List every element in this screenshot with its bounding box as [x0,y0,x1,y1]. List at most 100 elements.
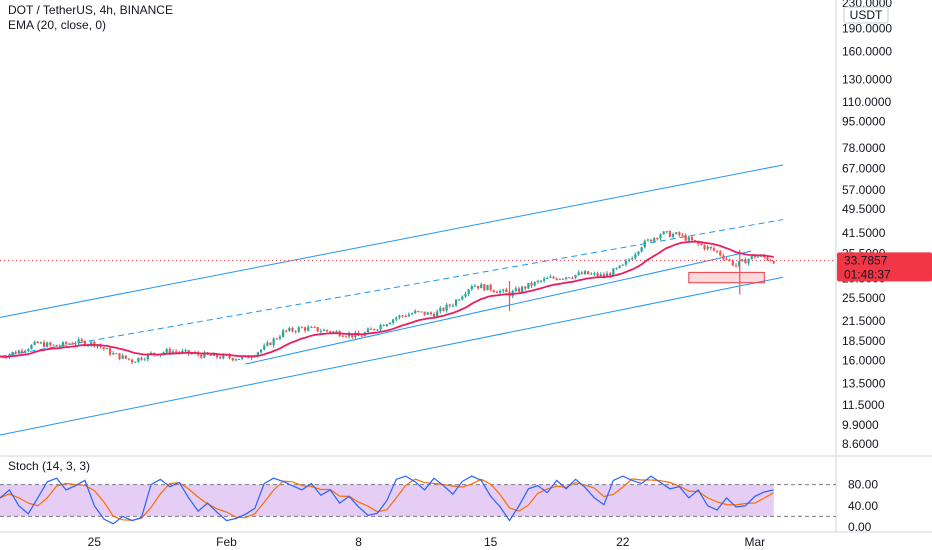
candle-body [615,268,618,270]
candle-body [46,342,49,347]
candle-body [561,278,565,280]
candle-body [351,333,354,338]
candle-body [712,248,716,251]
candle-body [14,351,17,354]
candle-body [11,351,14,355]
candle-body [209,354,212,356]
candle-body [77,339,80,344]
candle-body [297,327,300,332]
candle-body [61,342,65,347]
candle-body [316,327,319,332]
candle-body [20,350,24,353]
candle-body [448,304,451,306]
channel-line-4 [0,276,784,436]
candle-body [571,277,574,279]
candle-body [612,268,615,276]
candle-body [766,257,769,261]
candle-body [445,304,448,311]
stoch-k-line [0,475,774,525]
candle-body [379,325,382,330]
candle-body [725,258,728,260]
candle-body [609,273,612,276]
candle-body [769,260,772,262]
candle-body [533,281,536,286]
candle-body [285,330,288,332]
candle-body [653,237,656,242]
candle-body [231,358,234,361]
candle-body [30,344,33,350]
candle-body [621,264,624,266]
candle-body [373,328,376,330]
candle-body [734,265,738,267]
candle-body [671,234,675,237]
candle-body [115,353,118,355]
candle-body [322,329,326,332]
candle-body [442,307,445,311]
candle-body [332,331,335,333]
candle-body [514,288,517,292]
candle-body [275,338,278,340]
price-tick-label: 25.5000 [842,291,886,305]
price-tick-label: 110.0000 [842,95,891,109]
candle-body [543,278,546,281]
candle-body [212,353,215,356]
ema-legend: EMA (20, close, 0) [8,18,107,32]
candle-body [263,345,266,350]
candle-body [521,286,524,292]
time-tick-label: 25 [88,535,102,549]
price-tick-label: 21.5000 [842,314,886,328]
candle-body [587,271,590,275]
candle-body [237,358,241,360]
candle-body [228,355,231,359]
candle-body [388,322,392,325]
candle-body [382,325,385,327]
candle-body [140,357,143,360]
price-tick-label: 67.0000 [842,162,886,176]
candle-body [461,296,464,300]
price-tick-label: 49.5000 [842,202,886,216]
price-tick-label: 95.0000 [842,115,886,129]
candle-body [489,284,492,291]
candle-body [241,356,244,359]
candle-body [39,342,42,344]
candle-body [473,285,477,287]
candle-body [112,353,115,355]
candle-body [649,239,653,242]
price-tick-label: 13.5000 [842,376,886,390]
candle-body [480,284,483,289]
candle-body [678,232,681,236]
candle-body [750,255,753,260]
candle-body [546,277,549,279]
candle-body [467,289,470,294]
candle-body [27,349,30,351]
candle-body [83,340,87,346]
candle-body [583,271,587,275]
candle-body [574,274,577,278]
candle-body [498,290,502,293]
candle-body [137,357,140,362]
candle-body [319,331,322,333]
main-pane[interactable] [0,164,836,436]
candle-body [90,341,93,345]
candle-body [605,273,609,277]
currency-box[interactable] [843,6,889,24]
candle-body [439,307,442,312]
candle-body [376,329,379,331]
candle-body [215,353,219,358]
candle-body [102,347,105,349]
candle-body [395,317,398,320]
candle-body [524,286,527,289]
candle-body [294,331,297,333]
candle-body [495,291,499,293]
price-tick-label: 9.9000 [842,418,879,432]
candle-body [486,284,489,291]
candle-body [693,240,697,242]
candle-body [42,342,46,347]
candle-body [269,342,272,346]
candle-body [634,254,637,259]
time-tick-label: Mar [745,535,766,549]
candle-body [36,341,39,344]
price-tick-label: 41.5000 [842,226,886,240]
candle-body [96,345,99,347]
